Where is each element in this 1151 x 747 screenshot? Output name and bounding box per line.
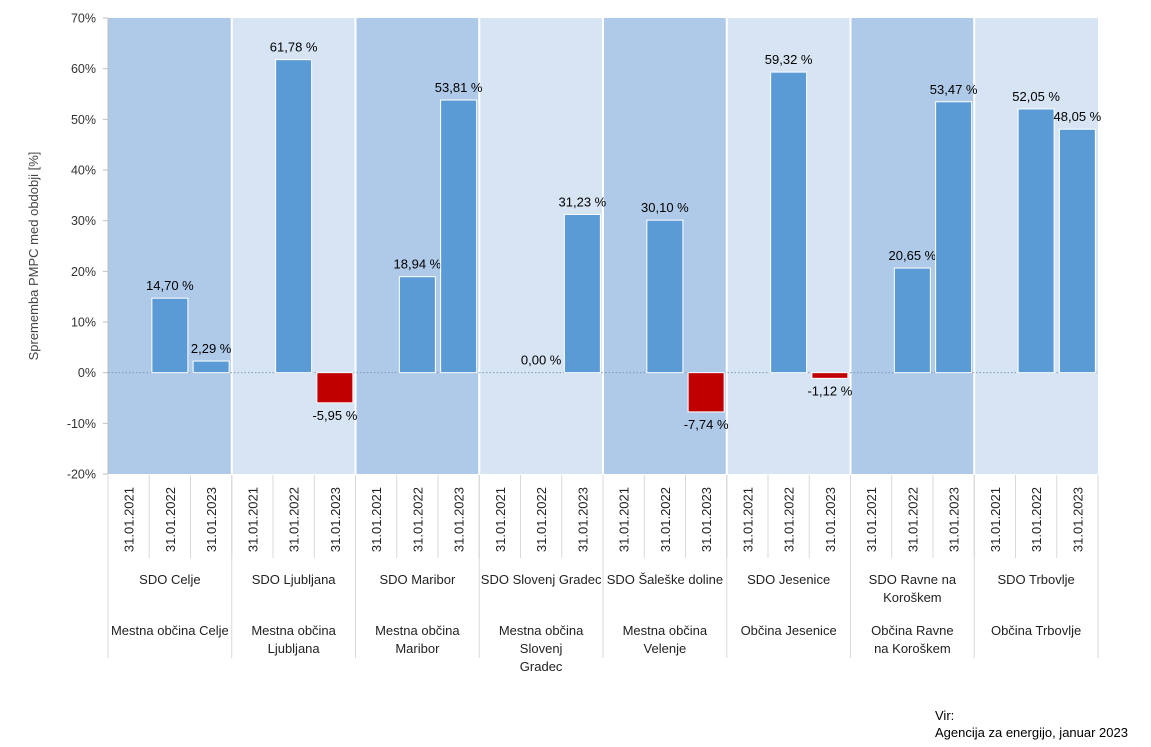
date-label: 31.01.2022 (287, 487, 302, 552)
date-label: 31.01.2021 (617, 487, 632, 552)
data-label: 18,94 % (394, 257, 442, 272)
chart: -20% -10% 0% 10% 20% 30% 40% 50% 60% 70% Sprememba… (26, 12, 1102, 675)
obcina-label: Mestna občina Celje (111, 623, 229, 638)
y-tick-label: 50% (71, 113, 96, 127)
bar (811, 372, 849, 379)
data-label: -7,74 % (684, 417, 729, 432)
date-label: 31.01.2022 (410, 487, 425, 552)
data-label: -5,95 % (312, 408, 357, 423)
date-label: 31.01.2021 (369, 487, 384, 552)
bar (440, 99, 478, 374)
y-tick-label: 10% (71, 316, 96, 330)
date-label: 31.01.2023 (452, 487, 467, 552)
y-tick-label: -10% (67, 417, 96, 431)
bar (1017, 108, 1055, 374)
data-label: -1,12 % (807, 383, 852, 398)
source-text: Agencija za energijo, januar 2023 (935, 725, 1128, 740)
bar (151, 297, 189, 374)
data-label: 31,23 % (559, 194, 607, 209)
y-tick-label: 0% (78, 366, 96, 380)
date-label: 31.01.2021 (122, 487, 137, 552)
obcina-label: Mestna občina Velenje (623, 623, 708, 656)
data-label: 53,81 % (435, 80, 483, 95)
bar (1058, 128, 1096, 374)
sdo-label: SDO Jesenice (747, 572, 830, 587)
sdo-label: SDO Slovenj Gradec (481, 572, 602, 587)
date-label: 31.01.2022 (658, 487, 673, 552)
obcina-label: Mestna občina Ljubljana (251, 623, 336, 656)
date-label: 31.01.2022 (534, 487, 549, 552)
y-tick-label: 30% (71, 214, 96, 228)
obcina-label: Občina Trbovlje (991, 623, 1081, 638)
bar (275, 59, 313, 374)
date-label: 31.01.2021 (493, 487, 508, 552)
bar (893, 267, 931, 374)
obcina-label: Občina Ravne na Koroškem (871, 623, 953, 656)
bar (646, 219, 684, 374)
obcina-label: Mestna občina Maribor (375, 623, 460, 656)
data-label: 48,05 % (1054, 109, 1102, 124)
bar (563, 213, 601, 374)
data-label: 14,70 % (146, 278, 194, 293)
y-tick-label: -20% (67, 468, 96, 482)
data-label: 30,10 % (641, 200, 689, 215)
date-label: 31.01.2023 (575, 487, 590, 552)
date-label: 31.01.2022 (1029, 487, 1044, 552)
date-label: 31.01.2023 (823, 487, 838, 552)
obcina-label: Mestna občina Slovenj Gradec (499, 623, 584, 674)
y-axis-title: Sprememba PMPC med obdobji [%] (26, 152, 41, 361)
bar (316, 372, 354, 404)
obcina-label: Občina Jesenice (741, 623, 837, 638)
date-label: 31.01.2022 (782, 487, 797, 552)
sdo-label: SDO Ravne na Koroškem (869, 572, 957, 605)
date-label: 31.01.2022 (163, 487, 178, 552)
bar (192, 360, 230, 374)
date-label: 31.01.2023 (328, 487, 343, 552)
bar (770, 71, 808, 374)
date-label: 31.01.2023 (699, 487, 714, 552)
data-label: 59,32 % (765, 52, 813, 67)
data-label: 2,29 % (191, 341, 232, 356)
sdo-label: SDO Celje (139, 572, 200, 587)
y-tick-label: 60% (71, 62, 96, 76)
bar (398, 276, 436, 374)
date-label: 31.01.2021 (740, 487, 755, 552)
date-label: 31.01.2022 (905, 487, 920, 552)
data-label: 61,78 % (270, 40, 318, 55)
data-label: 20,65 % (889, 248, 937, 263)
data-label: 53,47 % (930, 82, 978, 97)
date-label: 31.01.2021 (864, 487, 879, 552)
sdo-label: SDO Maribor (379, 572, 456, 587)
date-label: 31.01.2023 (947, 487, 962, 552)
group-band (108, 18, 232, 474)
y-tick-label: 40% (71, 164, 96, 178)
source-label: Vir: (935, 708, 955, 723)
y-tick-label: 70% (71, 12, 96, 26)
source-note: Vir: Agencija za energijo, januar 2023 (935, 707, 1128, 741)
bar (935, 101, 973, 374)
date-label: 31.01.2021 (245, 487, 260, 552)
data-label: 0,00 % (521, 353, 562, 368)
date-label: 31.01.2021 (988, 487, 1003, 552)
date-label: 31.01.2023 (204, 487, 219, 552)
y-tick-label: 20% (71, 265, 96, 279)
sdo-label: SDO Šaleške doline (607, 572, 723, 587)
bar (687, 372, 725, 413)
sdo-label: SDO Ljubljana (252, 572, 337, 587)
date-label: 31.01.2023 (1070, 487, 1085, 552)
data-label: 52,05 % (1012, 89, 1060, 104)
sdo-label: SDO Trbovlje (997, 572, 1074, 587)
